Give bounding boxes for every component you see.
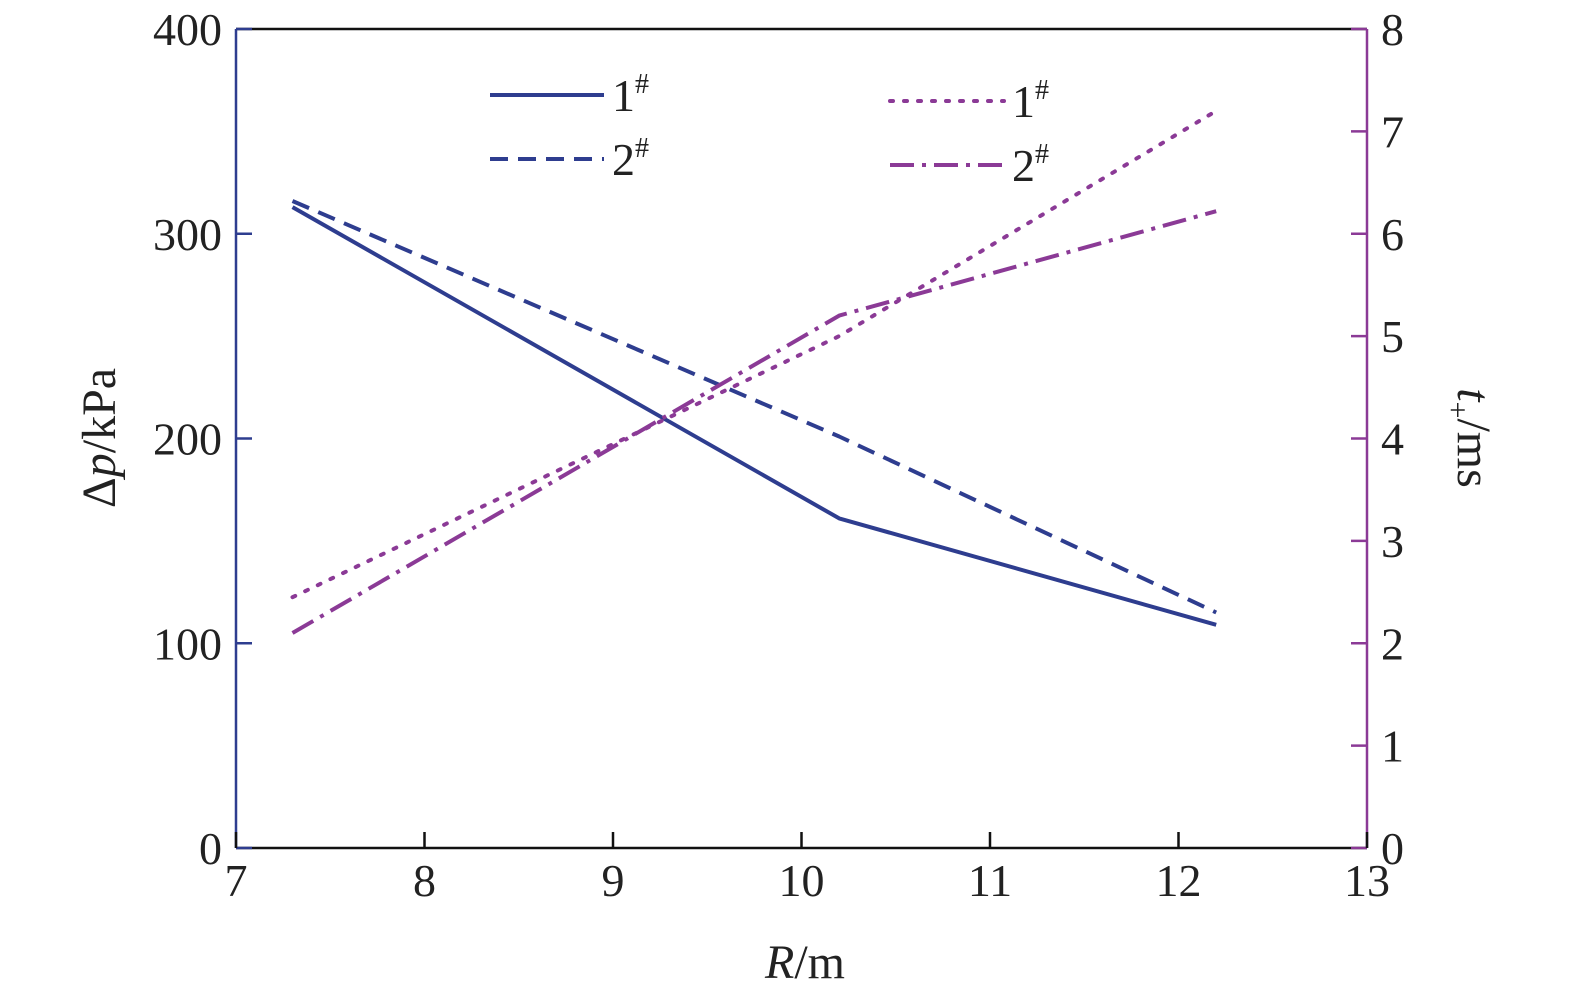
legend-label-text: 2: [1012, 140, 1035, 191]
right-y-axis: 0 1 2 3 4 5 6 7 8: [1351, 4, 1404, 874]
legend-label-text: 1: [1012, 76, 1035, 127]
legend-label-text: 1: [612, 70, 635, 121]
left-y-axis: 0 100 200 300 400: [153, 4, 252, 874]
right-y-tick-label: 4: [1381, 414, 1404, 465]
series-line-left-2: [291, 199, 1218, 615]
x-tick-label: 12: [1156, 855, 1202, 906]
left-y-tick-label: 200: [153, 414, 222, 465]
legend-label-right-1: 1#: [1012, 75, 1049, 127]
legend-label-sup: #: [635, 69, 649, 100]
left-y-axis-title-unit: /kPa: [73, 368, 126, 453]
right-y-tick-label: 2: [1381, 618, 1404, 669]
legend: 1#2#1#2#: [490, 69, 1049, 191]
legend-label-left-1: 1#: [612, 69, 649, 121]
right-y-tick-label: 7: [1381, 106, 1404, 157]
x-tick-label: 8: [413, 855, 436, 906]
legend-label-left-2: 2#: [612, 133, 649, 185]
series-line-right-2: [291, 209, 1217, 635]
left-y-axis-title-var: p: [73, 453, 126, 480]
right-y-axis-title-sub: +: [1441, 402, 1474, 419]
right-y-axis-title-var: t: [1447, 388, 1500, 403]
x-tick-label: 7: [225, 855, 248, 906]
left-y-axis-title: Δp/kPa: [73, 368, 126, 508]
left-y-tick-label: 400: [153, 4, 222, 55]
x-axis: 7 8 9 10 11 12 13: [225, 832, 1390, 906]
x-tick-label: 13: [1344, 855, 1390, 906]
right-y-axis-title-unit: /ms: [1447, 418, 1500, 487]
right-y-tick-label: 5: [1381, 311, 1404, 362]
x-axis-title: R/m: [764, 936, 845, 989]
legend-label-text: 2: [612, 134, 635, 185]
legend-label-sup: #: [1035, 139, 1049, 170]
x-tick-label: 10: [779, 855, 825, 906]
x-tick-label: 9: [602, 855, 625, 906]
plot-frame: [234, 27, 1369, 850]
left-y-tick-label: 0: [199, 823, 222, 874]
right-y-tick-label: 1: [1381, 721, 1404, 772]
x-tick-label: 11: [968, 855, 1012, 906]
x-axis-title-var: R: [764, 936, 794, 989]
left-y-axis-title-prefix: Δ: [73, 477, 126, 508]
right-y-tick-label: 6: [1381, 209, 1404, 260]
right-y-tick-label: 8: [1381, 4, 1404, 55]
legend-label-sup: #: [1035, 75, 1049, 106]
legend-label-right-2: 2#: [1012, 139, 1049, 191]
x-axis-title-unit: /m: [794, 936, 845, 989]
right-y-tick-label: 0: [1381, 823, 1404, 874]
right-y-axis-title: t+/ms: [1441, 388, 1500, 488]
series-line-left-1: [291, 205, 1217, 627]
series-layer: [290, 108, 1219, 635]
series-line-right-1: [290, 108, 1219, 600]
legend-label-sup: #: [635, 133, 649, 164]
left-y-tick-label: 300: [153, 209, 222, 260]
left-y-tick-label: 100: [153, 618, 222, 669]
right-y-tick-label: 3: [1381, 516, 1404, 567]
